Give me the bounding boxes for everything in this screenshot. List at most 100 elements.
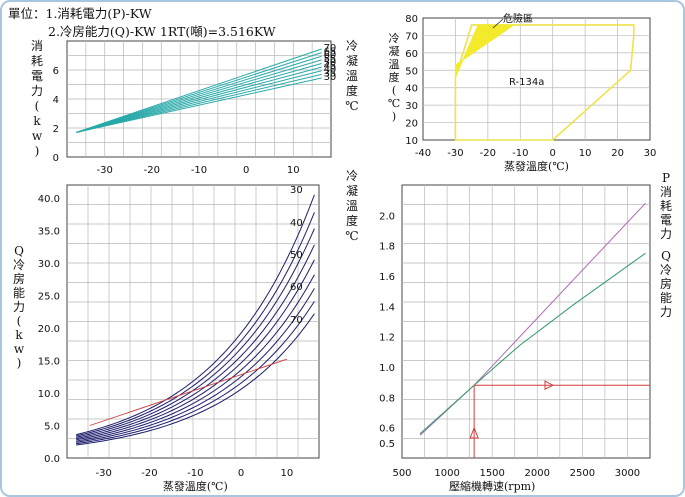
power-series-line [76, 59, 322, 133]
speed-xtick: 500 [392, 468, 411, 479]
power-xtick: -30 [97, 165, 113, 176]
capacity-ylabel-char: ( [17, 314, 22, 328]
envelope-xtick: -20 [480, 148, 496, 159]
capacity-ytick: 25.0 [38, 292, 60, 303]
envelope-ylabel-char: 凝 [389, 44, 400, 58]
capacity-ylabel-char: k [15, 328, 23, 342]
envelope-ytick: 80 [405, 14, 418, 25]
power-ylabel-char: 耗 [31, 54, 43, 68]
envelope-ytick: 30 [405, 101, 418, 112]
power-ylabel-char: k [33, 114, 41, 128]
capacity-ytick: 10.0 [38, 389, 60, 400]
speed-ytick: 0.6 [379, 424, 395, 435]
power-series-label: 30 [324, 72, 337, 83]
capacity-series-line [76, 244, 315, 439]
power-right-label-char: ℃ [345, 99, 358, 113]
power-series-label: 40 [324, 65, 337, 76]
power-ylabel-char: 消 [31, 39, 43, 53]
power-series-line [76, 66, 322, 133]
power-xtick: -10 [191, 165, 207, 176]
power-series-line [76, 70, 322, 133]
power-series-label: 50 [324, 57, 337, 68]
power-series-label: 60 [324, 50, 337, 61]
danger-zone-pointer [492, 18, 504, 29]
speed-xtick: 1000 [434, 468, 459, 479]
power-series-label: 35 [324, 68, 337, 79]
capacity-ylabel-char: 能 [13, 286, 25, 300]
envelope-ylabel-char: 度 [389, 70, 400, 84]
envelope-xtick: -10 [512, 148, 528, 159]
power-xtick: -20 [144, 165, 160, 176]
capacity-xtick: -30 [95, 468, 111, 479]
power-ytick: 0 [53, 153, 59, 164]
speed-xtick: 1500 [479, 468, 504, 479]
capacity-right-label-char: 度 [346, 213, 358, 228]
capacity-example-line [89, 358, 288, 426]
units-line-1: 單位：1.消耗電力(P)-KW [8, 6, 152, 21]
envelope-xtick: 10 [579, 148, 592, 159]
envelope-xtick: 0 [550, 148, 556, 159]
capacity-cond-label: 60 [290, 282, 303, 293]
units-line-2: 2.冷房能力(Q)-KW 1RT(噸)=3.516KW [48, 24, 276, 39]
capacity-right-label-char: 溫 [346, 199, 358, 213]
power-series-line [76, 48, 322, 133]
capacity-series-line [76, 194, 315, 436]
capacity-series-line [76, 274, 315, 442]
power-series-label: 45 [324, 61, 337, 72]
power-ylabel-char: 電 [31, 69, 43, 83]
power-xtick: 0 [243, 165, 249, 176]
speed-p-label-char: 電 [660, 213, 672, 227]
envelope-ytick: 40 [405, 84, 418, 95]
capacity-ylabel-char: ) [17, 356, 22, 370]
power-series-line [76, 73, 322, 133]
power-ytick: 4 [53, 95, 59, 106]
capacity-xtick: -10 [187, 468, 203, 479]
speed-xlabel: 壓縮機轉速(rpm) [449, 479, 535, 493]
speed-example-arrow-right [544, 380, 555, 391]
speed-q-label-char: Q [661, 249, 671, 263]
envelope-xtick: -30 [447, 148, 463, 159]
power-ytick: 6 [53, 66, 59, 77]
speed-ytick: 1.2 [379, 333, 395, 344]
envelope-ylabel-char: ℃ [388, 97, 400, 110]
speed-q-line [419, 252, 646, 435]
capacity-xtick: -20 [141, 468, 157, 479]
capacity-ytick: 40.0 [38, 194, 60, 205]
units-header: 單位：1.消耗電力(P)-KW 2.冷房能力(Q)-KW 1RT(噸)=3.51… [8, 5, 276, 41]
power-series-line [76, 62, 322, 133]
capacity-ytick: 0.0 [44, 454, 60, 465]
envelope-ytick: 10 [405, 136, 418, 147]
capacity-ylabel-char: 力 [13, 300, 25, 314]
speed-xtick: 2500 [570, 468, 595, 479]
speed-q-label-char: 冷 [660, 263, 672, 277]
power-right-label-char: 凝 [346, 53, 358, 68]
power-series-label: 55 [324, 54, 337, 65]
capacity-right-label-char: 冷 [346, 169, 358, 183]
speed-q-label-char: 力 [660, 305, 672, 319]
speed-ytick: 0.8 [379, 393, 395, 404]
power-series-label: 65 [324, 47, 337, 58]
capacity-series-line [76, 288, 315, 443]
speed-p-label-char: 消 [660, 185, 672, 199]
capacity-ylabel-char: w [14, 342, 25, 356]
envelope-ylabel-char: 冷 [389, 32, 400, 45]
capacity-right-label-char: 凝 [346, 183, 358, 198]
speed-ytick: 1.4 [379, 302, 395, 313]
speed-p-label-char: 耗 [660, 199, 672, 213]
speed-q-label-char: 能 [660, 291, 672, 305]
envelope-xtick: 30 [644, 148, 657, 159]
danger-zone [454, 24, 516, 78]
capacity-ylabel-char: 冷 [13, 258, 25, 272]
power-series-line [76, 77, 322, 133]
power-series-line [76, 52, 322, 133]
capacity-ytick: 20.0 [38, 324, 60, 335]
envelope-ylabel-char: 溫 [389, 57, 400, 71]
power-ylabel-char: ( [35, 99, 40, 113]
power-ylabel-char: ) [35, 144, 40, 158]
capacity-xtick: 10 [281, 468, 294, 479]
capacity-cond-label: 50 [290, 250, 303, 261]
envelope-ytick: 70 [405, 31, 418, 42]
